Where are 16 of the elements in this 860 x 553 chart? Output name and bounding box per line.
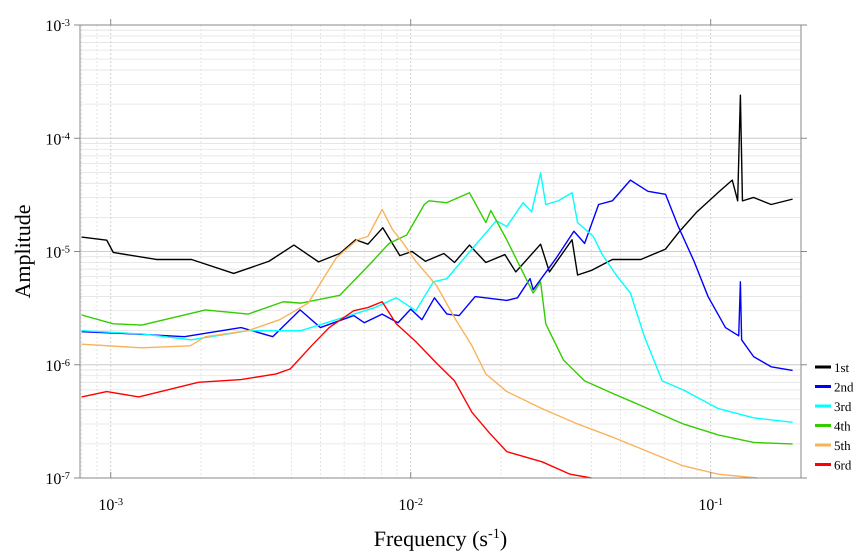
- legend-label: 5th: [834, 438, 852, 453]
- legend-label: 1st: [834, 360, 850, 375]
- y-tick-label: 10$^{-4}$: [45, 130, 71, 148]
- x-tick-label: 10$^{-2}$: [398, 496, 424, 514]
- y-axis-title: Amplitude: [10, 204, 35, 299]
- y-tick-label: 10$^{-7}$: [45, 470, 70, 488]
- x-axis-title: Frequency (s$^{-1}$): [374, 526, 508, 551]
- legend-label: 3rd: [834, 399, 852, 414]
- x-tick-label: 10$^{-1}$: [698, 496, 724, 514]
- legend-label: 4th: [834, 418, 852, 434]
- y-tick-label: 10$^{-5}$: [45, 244, 70, 262]
- legend-label: 2nd: [834, 380, 854, 394]
- x-tick-label: 10$^{-3}$: [98, 496, 124, 514]
- y-tick-label: 10$^{-3}$: [45, 18, 70, 35]
- legend-label: 6rd: [834, 458, 852, 472]
- y-tick-label: 10$^{-6}$: [45, 357, 70, 375]
